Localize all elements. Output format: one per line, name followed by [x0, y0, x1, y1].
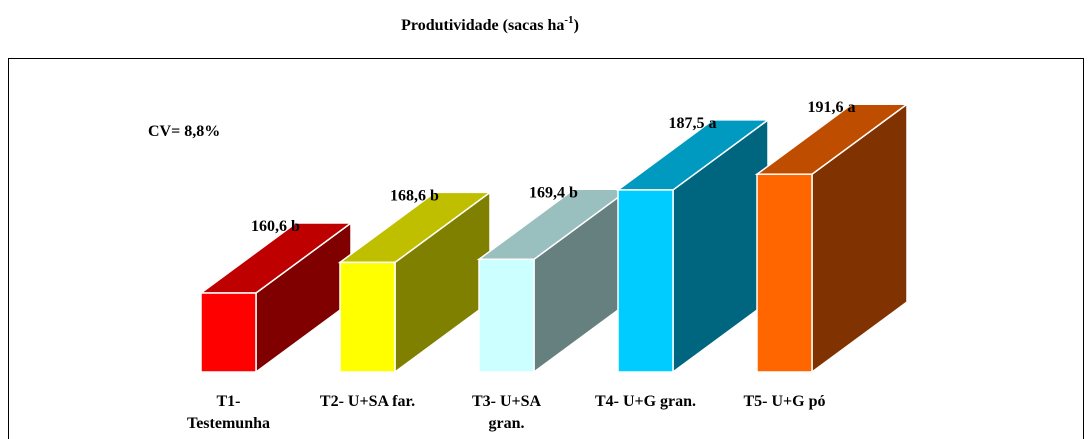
- x-tick-label: T1-: [217, 393, 241, 410]
- annotation: CV= 8,8%: [148, 123, 220, 140]
- x-tick-label: T4- U+G gran.: [595, 393, 696, 410]
- x-tick-label: T5- U+G pó: [743, 393, 825, 410]
- bar: [754, 102, 910, 374]
- bar: [337, 190, 493, 374]
- bar: [476, 187, 632, 374]
- x-tick-label: Testemunha: [187, 415, 270, 432]
- bar-front: [478, 258, 535, 373]
- bar: [615, 118, 771, 374]
- x-tick-label: T2- U+SA far.: [320, 393, 415, 410]
- data-label: 187,5 a: [669, 115, 717, 132]
- data-label: 191,6 a: [808, 99, 856, 116]
- bar-front: [339, 261, 396, 373]
- bar: [198, 221, 354, 374]
- bar-front: [617, 189, 674, 373]
- data-label: 169,4 b: [529, 184, 578, 201]
- bar-front: [200, 292, 257, 373]
- chart-title: Produtividade (sacas ha-1): [401, 14, 579, 34]
- bar-front: [756, 173, 813, 373]
- x-tick-label: T3- U+SA: [472, 393, 542, 410]
- x-tick-label: gran.: [489, 415, 525, 432]
- plot-frame: [8, 58, 1084, 439]
- data-label: 160,6 b: [251, 218, 300, 235]
- data-label: 168,6 b: [390, 187, 439, 204]
